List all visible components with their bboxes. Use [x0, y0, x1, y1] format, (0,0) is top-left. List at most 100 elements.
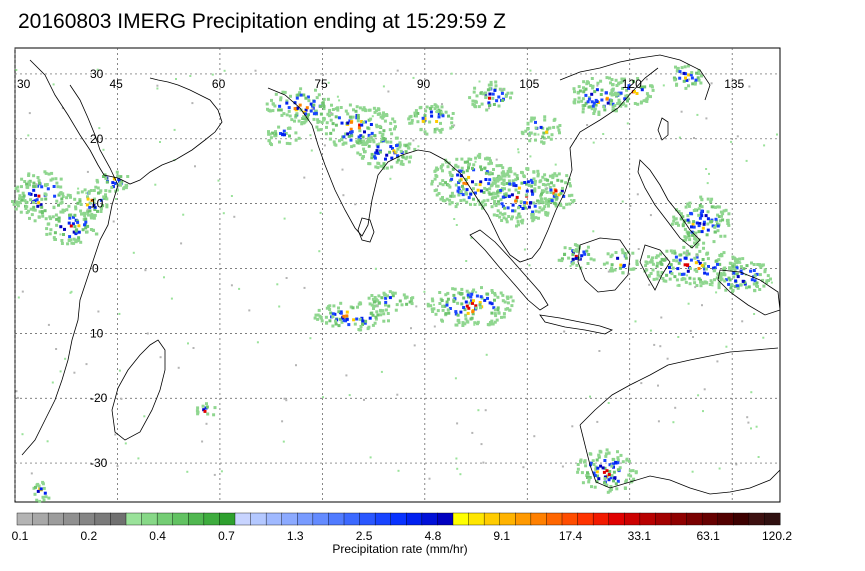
precip-cell — [47, 172, 51, 176]
coastline-borneo — [577, 237, 631, 293]
precip-cell — [451, 112, 455, 115]
precip-cell — [497, 200, 500, 204]
precip-cell — [635, 259, 639, 263]
precip-cell — [487, 323, 491, 327]
precip-cell — [325, 306, 329, 310]
precip-cell — [758, 288, 762, 291]
precip-cell — [80, 190, 84, 194]
precip-cell — [607, 473, 611, 476]
precip-cell — [684, 72, 688, 76]
precip-cell — [213, 473, 216, 476]
coastline-taiwan — [657, 117, 669, 141]
precip-cell — [675, 82, 679, 86]
precip-cell — [443, 304, 447, 308]
precip-cell — [334, 123, 338, 127]
colorbar-tick-label: 0.4 — [149, 529, 166, 543]
colorbar-tick-label: 4.8 — [424, 529, 442, 543]
precip-cell — [104, 193, 107, 197]
precip-cell — [627, 473, 631, 477]
precip-cell — [504, 217, 508, 221]
precip-cell — [608, 489, 612, 493]
precip-cell — [611, 102, 615, 106]
precip-cell — [379, 313, 383, 317]
precip-cell — [690, 76, 694, 80]
precip-cell — [718, 467, 721, 470]
precip-cell — [746, 416, 749, 419]
precip-cell — [530, 216, 534, 220]
precip-cell — [410, 327, 412, 330]
precip-cell — [479, 165, 483, 169]
precip-cell — [735, 284, 739, 288]
precip-cell — [380, 370, 383, 373]
precip-cell — [327, 114, 331, 118]
precip-cell — [382, 136, 386, 140]
precip-cell — [317, 308, 321, 312]
precip-cell — [340, 320, 344, 324]
precip-cell — [373, 110, 377, 114]
precip-cell — [698, 249, 702, 253]
precip-cell — [460, 157, 464, 161]
precip-cell — [298, 91, 302, 95]
precip-cell — [444, 160, 448, 164]
precip-cell — [590, 92, 594, 96]
precip-cell — [126, 175, 130, 178]
precip-cell — [189, 75, 192, 77]
precip-cell — [589, 84, 593, 87]
precip-cell — [594, 103, 598, 107]
precip-cell — [682, 71, 686, 75]
precip-cell — [459, 291, 462, 295]
precip-cell — [467, 166, 470, 170]
precip-cell — [447, 183, 451, 187]
precip-cell — [534, 138, 537, 142]
precip-cell — [32, 181, 36, 185]
precip-cell — [632, 477, 636, 481]
precip-cell — [603, 477, 607, 481]
coastline-china — [559, 54, 711, 101]
precip-cell — [749, 269, 753, 273]
precip-cell — [612, 479, 615, 483]
precip-cell — [281, 420, 284, 423]
precip-cell — [603, 466, 607, 470]
precip-cell — [687, 231, 691, 235]
colorbar-swatch — [483, 512, 501, 526]
precip-cell — [538, 200, 542, 203]
precip-cell — [549, 137, 553, 141]
precip-cell — [475, 294, 479, 298]
precip-cell — [504, 307, 508, 311]
precip-cell — [55, 181, 59, 185]
precip-cell — [349, 127, 353, 131]
precip-cell — [66, 242, 70, 246]
precip-cell — [590, 461, 593, 465]
precip-cell — [144, 269, 147, 272]
colorbar-swatch — [515, 512, 532, 526]
longitude-label: 90 — [417, 77, 431, 91]
precip-cell — [360, 316, 364, 320]
colorbar-swatch — [47, 512, 65, 526]
precip-cell — [356, 141, 360, 145]
precip-cell — [441, 163, 445, 167]
precip-cell — [456, 313, 460, 317]
precip-cell — [271, 102, 275, 106]
precip-cell — [287, 106, 291, 110]
precip-cell — [715, 291, 718, 294]
precip-cell — [440, 299, 444, 302]
precip-cell — [570, 262, 574, 266]
precip-cell — [675, 278, 679, 282]
precip-cell — [619, 263, 623, 267]
precip-cell — [79, 240, 83, 244]
precip-cell — [750, 391, 753, 394]
precip-cell — [695, 284, 699, 287]
precip-cell — [685, 230, 689, 234]
colorbar-swatch — [639, 512, 656, 526]
precip-cell — [367, 325, 371, 329]
precip-cell — [154, 183, 157, 186]
precip-cell — [46, 440, 49, 443]
colorbar-swatch — [390, 512, 407, 526]
colorbar — [16, 512, 781, 526]
precip-cell — [85, 192, 88, 195]
precip-cell — [288, 134, 291, 138]
precip-cell — [487, 182, 491, 186]
precip-cell — [513, 172, 517, 176]
precip-cell — [488, 107, 490, 110]
precip-cell — [686, 274, 688, 277]
